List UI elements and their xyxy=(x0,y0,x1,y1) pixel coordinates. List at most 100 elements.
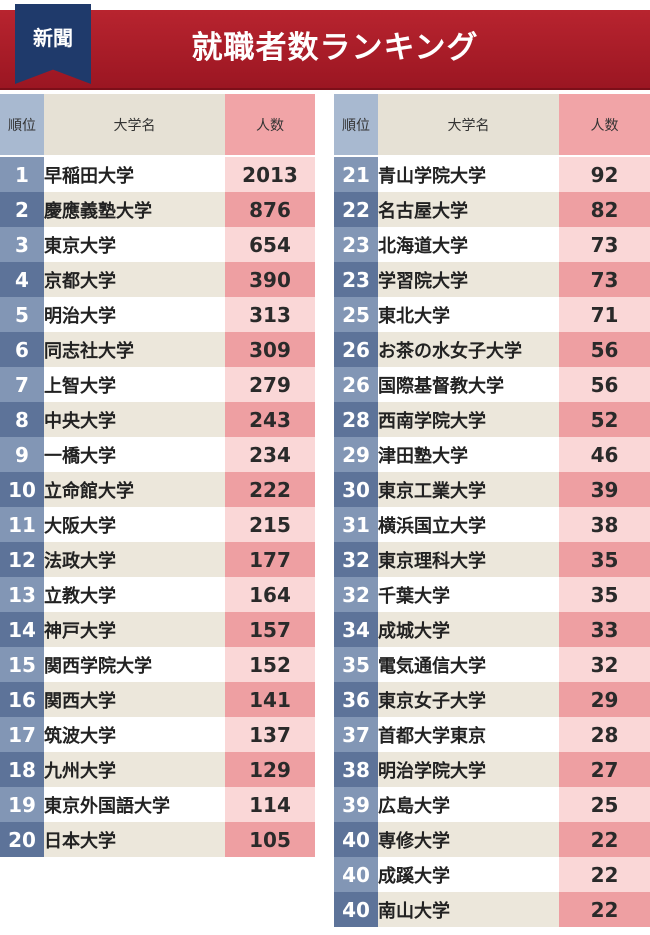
table-row: 16 関西大学 141 xyxy=(0,682,315,717)
university-cell: お茶の水女子大学 xyxy=(378,332,559,367)
table-row: 5 明治大学 313 xyxy=(0,297,315,332)
column-header-university: 大学名 xyxy=(44,94,225,157)
university-cell: 九州大学 xyxy=(44,752,225,787)
university-cell: 成蹊大学 xyxy=(378,857,559,892)
university-cell: 東京女子大学 xyxy=(378,682,559,717)
ranking-table-left: 順位 大学名 人数 1 早稲田大学 2013 2 慶應義塾大学 876 3 東京大学 654 4 京… xyxy=(0,94,315,857)
rank-cell: 23 xyxy=(334,227,378,262)
rank-cell: 39 xyxy=(334,787,378,822)
table-row: 38 明治学院大学 27 xyxy=(334,752,650,787)
university-cell: 東京大学 xyxy=(44,227,225,262)
count-cell: 38 xyxy=(559,507,650,542)
count-cell: 129 xyxy=(225,752,315,787)
ranking-table-right: 順位 大学名 人数 21 青山学院大学 92 22 名古屋大学 82 23 北海道大学 73 23… xyxy=(334,94,650,927)
rank-cell: 13 xyxy=(0,577,44,612)
table-row: 17 筑波大学 137 xyxy=(0,717,315,752)
count-cell: 73 xyxy=(559,227,650,262)
rank-cell: 23 xyxy=(334,262,378,297)
rank-cell: 40 xyxy=(334,892,378,927)
count-cell: 152 xyxy=(225,647,315,682)
count-cell: 157 xyxy=(225,612,315,647)
count-cell: 654 xyxy=(225,227,315,262)
table-row: 22 名古屋大学 82 xyxy=(334,192,650,227)
rank-cell: 17 xyxy=(0,717,44,752)
university-cell: 横浜国立大学 xyxy=(378,507,559,542)
university-cell: 広島大学 xyxy=(378,787,559,822)
count-cell: 73 xyxy=(559,262,650,297)
rank-cell: 1 xyxy=(0,156,44,192)
rank-cell: 34 xyxy=(334,612,378,647)
count-cell: 309 xyxy=(225,332,315,367)
university-cell: 南山大学 xyxy=(378,892,559,927)
university-cell: 筑波大学 xyxy=(44,717,225,752)
table-row: 40 専修大学 22 xyxy=(334,822,650,857)
table-row: 4 京都大学 390 xyxy=(0,262,315,297)
table-row: 10 立命館大学 222 xyxy=(0,472,315,507)
university-cell: 明治学院大学 xyxy=(378,752,559,787)
university-cell: 千葉大学 xyxy=(378,577,559,612)
count-cell: 56 xyxy=(559,367,650,402)
rank-cell: 32 xyxy=(334,542,378,577)
table-row: 30 東京工業大学 39 xyxy=(334,472,650,507)
table-row: 11 大阪大学 215 xyxy=(0,507,315,542)
university-cell: 津田塾大学 xyxy=(378,437,559,472)
table-row: 40 成蹊大学 22 xyxy=(334,857,650,892)
table-row: 6 同志社大学 309 xyxy=(0,332,315,367)
count-cell: 29 xyxy=(559,682,650,717)
rank-cell: 15 xyxy=(0,647,44,682)
count-cell: 28 xyxy=(559,717,650,752)
rank-cell: 8 xyxy=(0,402,44,437)
rank-cell: 38 xyxy=(334,752,378,787)
university-cell: 東京理科大学 xyxy=(378,542,559,577)
count-cell: 25 xyxy=(559,787,650,822)
table-row: 32 東京理科大学 35 xyxy=(334,542,650,577)
rank-cell: 36 xyxy=(334,682,378,717)
rank-cell: 22 xyxy=(334,192,378,227)
count-cell: 35 xyxy=(559,577,650,612)
rank-cell: 2 xyxy=(0,192,44,227)
university-cell: 専修大学 xyxy=(378,822,559,857)
university-cell: 首都大学東京 xyxy=(378,717,559,752)
count-cell: 46 xyxy=(559,437,650,472)
rank-cell: 14 xyxy=(0,612,44,647)
university-cell: 国際基督教大学 xyxy=(378,367,559,402)
table-row: 9 一橋大学 234 xyxy=(0,437,315,472)
university-cell: 関西大学 xyxy=(44,682,225,717)
university-cell: 青山学院大学 xyxy=(378,156,559,192)
count-cell: 22 xyxy=(559,857,650,892)
table-row: 36 東京女子大学 29 xyxy=(334,682,650,717)
count-cell: 137 xyxy=(225,717,315,752)
rank-cell: 19 xyxy=(0,787,44,822)
count-cell: 35 xyxy=(559,542,650,577)
rank-cell: 6 xyxy=(0,332,44,367)
table-row: 31 横浜国立大学 38 xyxy=(334,507,650,542)
count-cell: 32 xyxy=(559,647,650,682)
rank-cell: 7 xyxy=(0,367,44,402)
table-row: 2 慶應義塾大学 876 xyxy=(0,192,315,227)
table-row: 7 上智大学 279 xyxy=(0,367,315,402)
university-cell: 成城大学 xyxy=(378,612,559,647)
university-cell: 東京工業大学 xyxy=(378,472,559,507)
column-header-rank: 順位 xyxy=(334,94,378,157)
count-cell: 92 xyxy=(559,156,650,192)
count-cell: 390 xyxy=(225,262,315,297)
header-row: 順位 大学名 人数 xyxy=(0,94,315,157)
rank-cell: 20 xyxy=(0,822,44,857)
university-cell: 学習院大学 xyxy=(378,262,559,297)
university-cell: 東北大学 xyxy=(378,297,559,332)
table-row: 23 学習院大学 73 xyxy=(334,262,650,297)
table-row: 1 早稲田大学 2013 xyxy=(0,156,315,192)
rank-cell: 26 xyxy=(334,367,378,402)
count-cell: 876 xyxy=(225,192,315,227)
count-cell: 2013 xyxy=(225,156,315,192)
rank-cell: 32 xyxy=(334,577,378,612)
count-cell: 164 xyxy=(225,577,315,612)
rank-cell: 11 xyxy=(0,507,44,542)
count-cell: 56 xyxy=(559,332,650,367)
table-row: 18 九州大学 129 xyxy=(0,752,315,787)
count-cell: 114 xyxy=(225,787,315,822)
university-cell: 東京外国語大学 xyxy=(44,787,225,822)
table-row: 19 東京外国語大学 114 xyxy=(0,787,315,822)
table-row: 13 立教大学 164 xyxy=(0,577,315,612)
table-row: 29 津田塾大学 46 xyxy=(334,437,650,472)
